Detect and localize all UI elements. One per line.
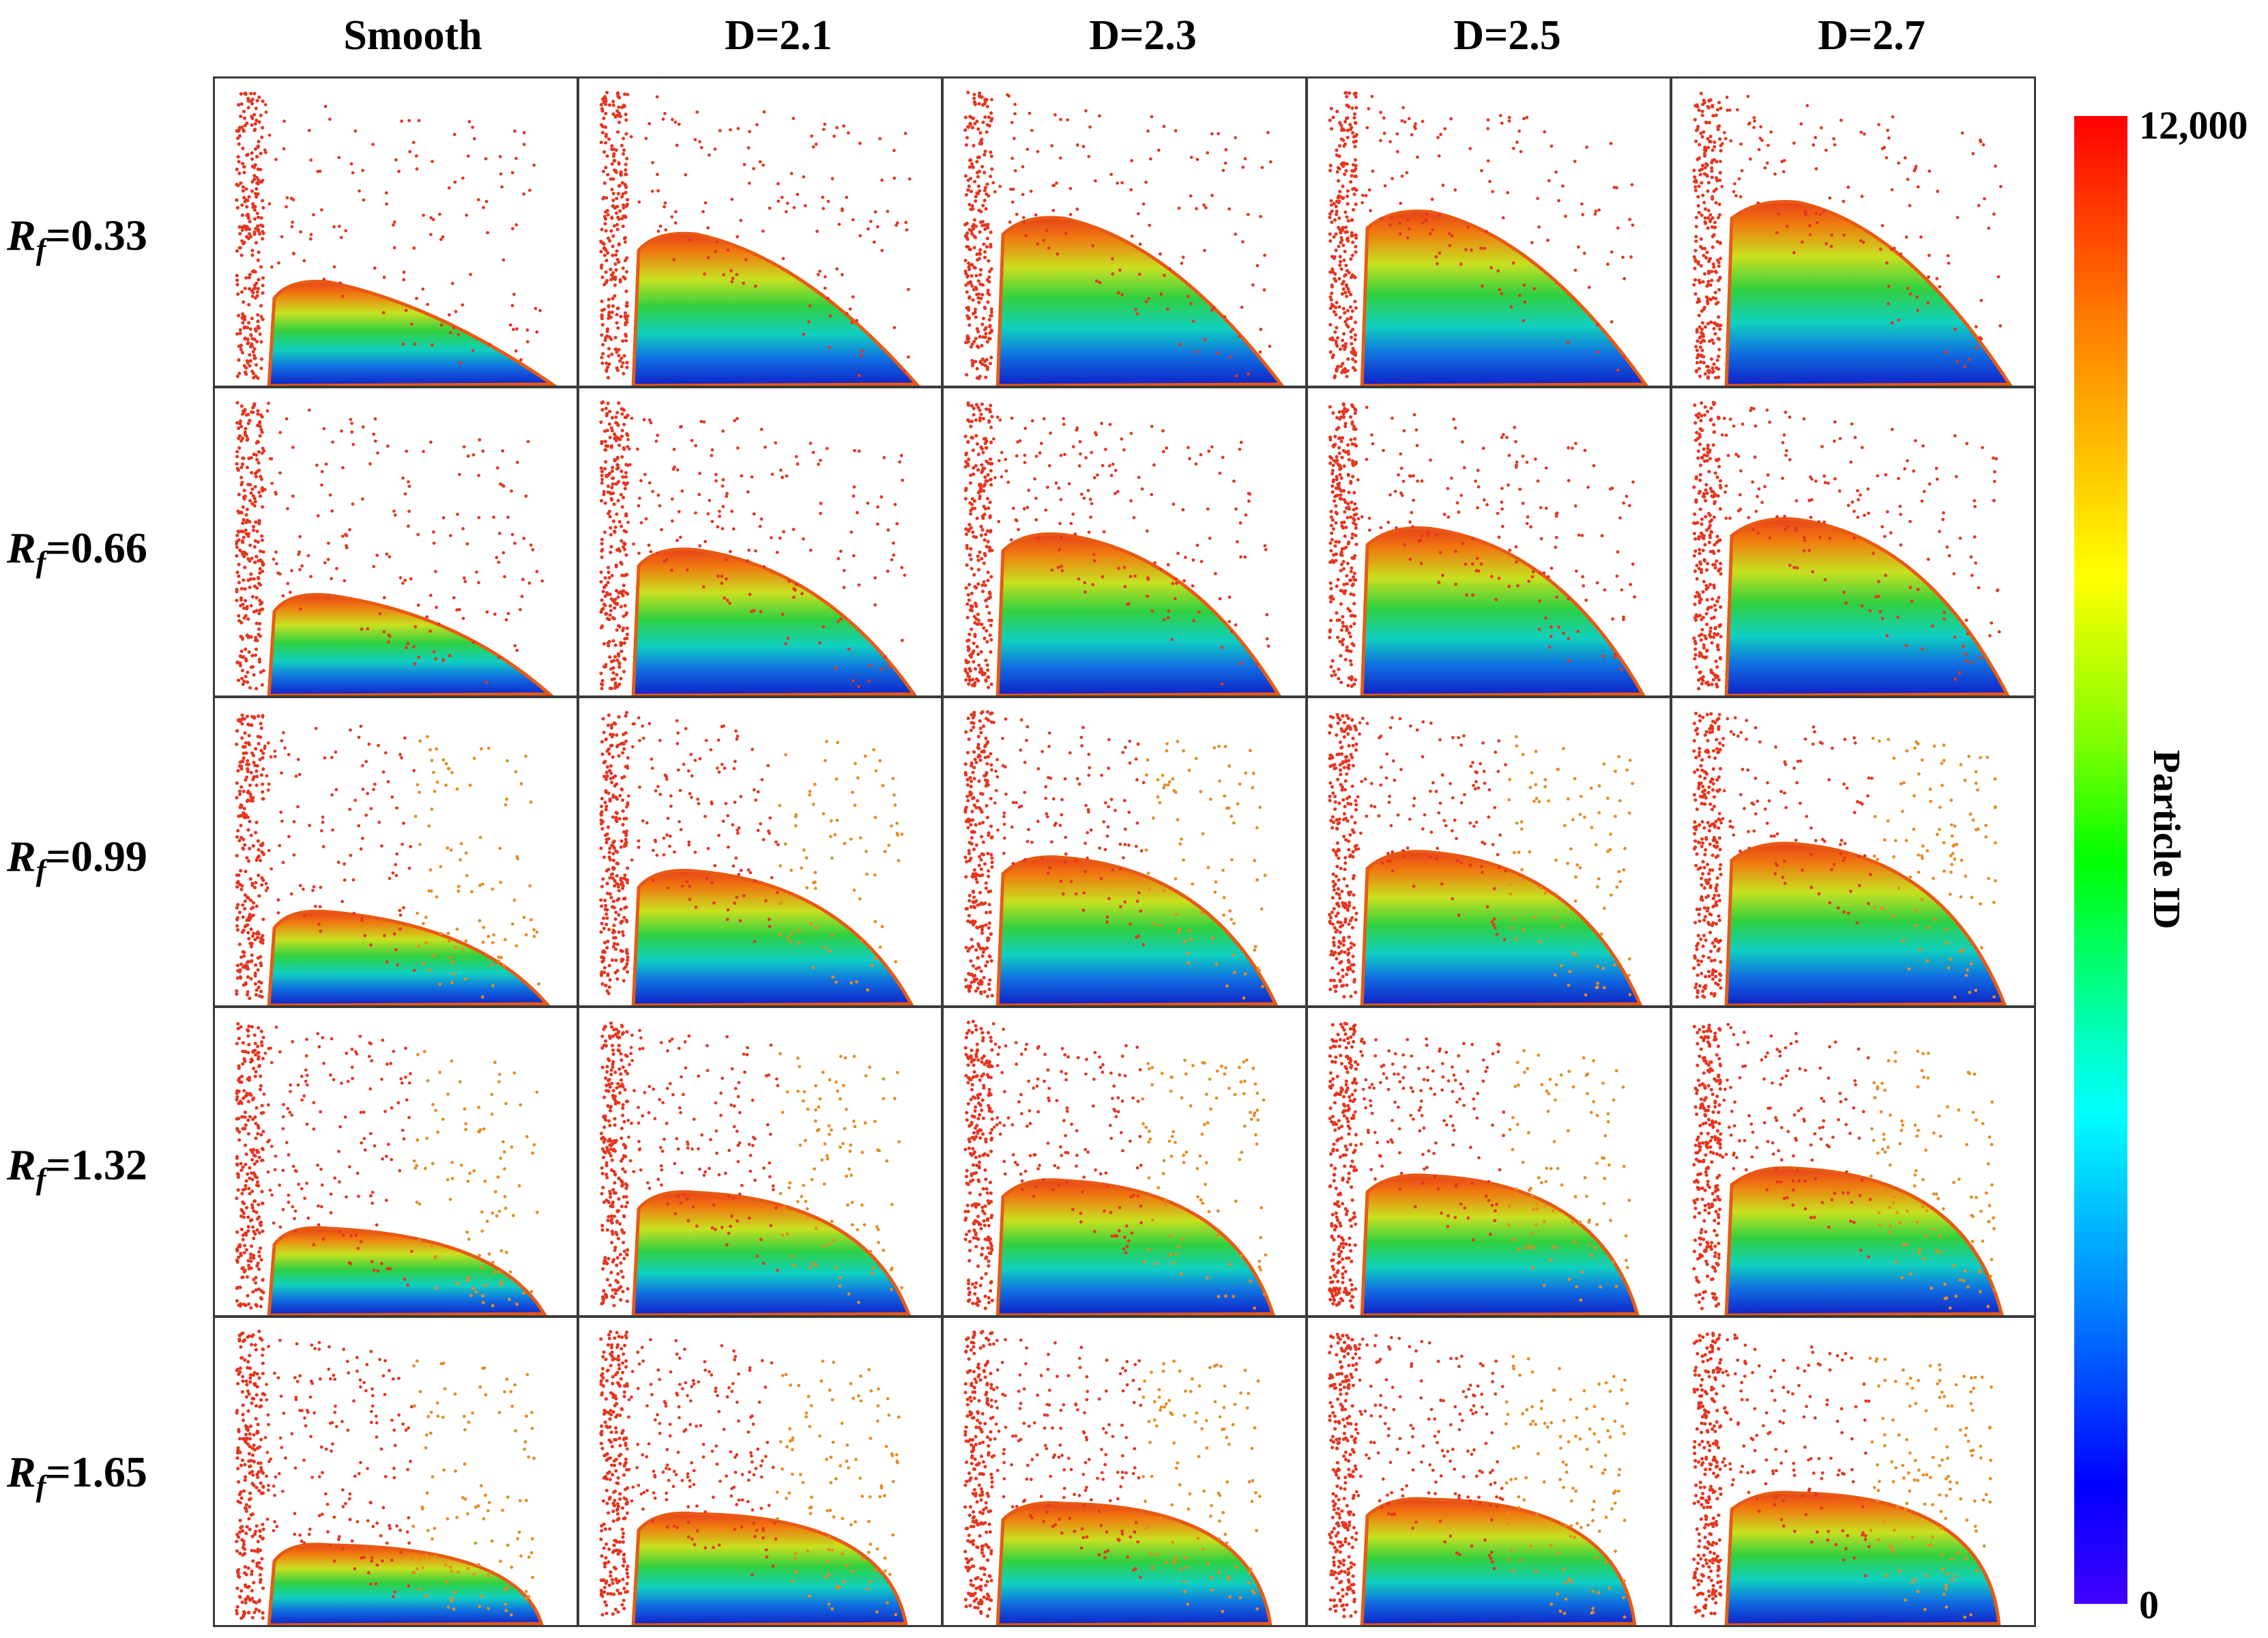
panel-r4-c2 — [577, 1006, 943, 1317]
column-label-d25: D=2.5 — [1453, 12, 1561, 59]
panel-r5-c2 — [577, 1316, 943, 1627]
column-label-d21: D=2.1 — [725, 12, 832, 59]
panel-r2-c3 — [942, 386, 1307, 698]
panel-r4-c4 — [1306, 1006, 1672, 1317]
row-label-rf-066: Rf=0.66 — [7, 523, 147, 579]
column-label-d23: D=2.3 — [1089, 12, 1197, 59]
panel-r3-c2 — [577, 696, 943, 1007]
panel-r3-c1 — [213, 696, 579, 1007]
panel-r2-c2 — [577, 386, 943, 698]
panel-r5-c3 — [942, 1316, 1307, 1627]
panel-r1-c3 — [942, 76, 1307, 388]
panel-r1-c1 — [213, 76, 579, 388]
panel-r4-c3 — [942, 1006, 1307, 1317]
panel-r3-c5 — [1670, 696, 2036, 1007]
row-label-rf-165: Rf=1.65 — [7, 1448, 147, 1503]
column-label-d27: D=2.7 — [1818, 12, 1925, 59]
panel-r1-c5 — [1670, 76, 2036, 388]
panel-r2-c4 — [1306, 386, 1672, 698]
panel-r2-c5 — [1670, 386, 2036, 698]
colorbar-title: Particle ID — [2145, 749, 2187, 930]
colorbar-min-label: 0 — [2139, 1583, 2159, 1627]
panel-r5-c4 — [1306, 1316, 1672, 1627]
panel-r5-c1 — [213, 1316, 579, 1627]
panel-r5-c5 — [1670, 1316, 2036, 1627]
panel-r2-c1 — [213, 386, 579, 698]
panel-r4-c1 — [213, 1006, 579, 1317]
panel-r1-c2 — [577, 76, 943, 388]
panel-r1-c4 — [1306, 76, 1672, 388]
panel-r3-c3 — [942, 696, 1307, 1007]
particle-id-colorbar — [2074, 116, 2127, 1604]
row-label-rf-132: Rf=1.32 — [7, 1140, 147, 1196]
panel-r4-c5 — [1670, 1006, 2036, 1317]
panel-r3-c4 — [1306, 696, 1672, 1007]
row-label-rf-099: Rf=0.99 — [7, 832, 147, 887]
row-label-rf-033: Rf=0.33 — [7, 211, 147, 266]
column-label-smooth: Smooth — [343, 12, 482, 59]
colorbar-max-label: 12,000 — [2139, 103, 2248, 147]
